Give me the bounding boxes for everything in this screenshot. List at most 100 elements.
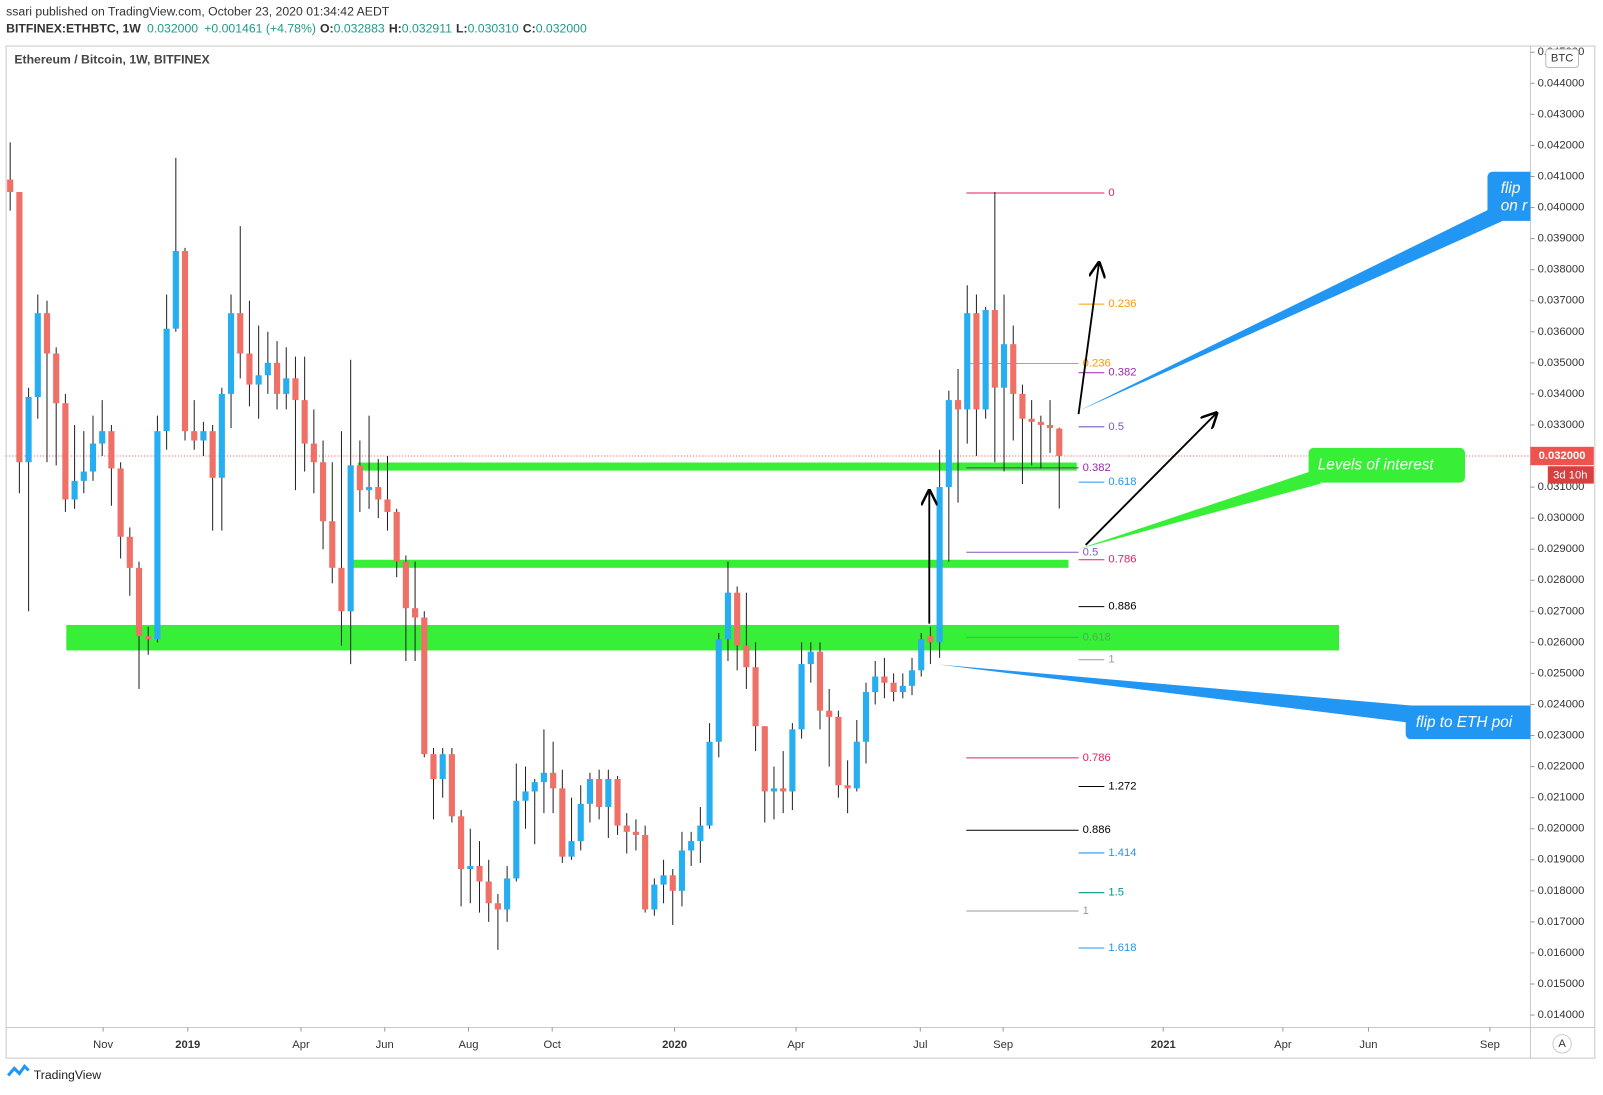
candle-body — [126, 536, 133, 568]
candle-body — [1037, 421, 1044, 425]
candle-body — [172, 251, 179, 329]
candle-body — [550, 772, 557, 789]
candle-body — [227, 313, 235, 394]
y-tick-label: 0.016000 — [1538, 947, 1585, 959]
candle-body — [918, 639, 925, 671]
candle-body — [430, 754, 437, 780]
y-tick-label: 0.038000 — [1538, 264, 1585, 276]
y-tick-label: 0.041000 — [1538, 170, 1585, 182]
y-tick-label: 0.027000 — [1538, 605, 1585, 617]
fib-label: 1 — [1108, 654, 1114, 666]
y-tick-label: 0.018000 — [1538, 885, 1585, 897]
y-tick-label: 0.017000 — [1538, 916, 1585, 928]
x-tick-label: Jul — [913, 1039, 927, 1051]
candle-body — [246, 353, 253, 385]
fib-label: 1.272 — [1108, 780, 1136, 792]
x-tick-label: Aug — [458, 1039, 478, 1051]
callout-text: flip — [1501, 180, 1521, 197]
candle-body — [485, 881, 492, 904]
candle-body — [43, 313, 51, 354]
candle-body — [816, 651, 824, 711]
candle-body — [264, 362, 271, 376]
candle-body — [991, 310, 998, 388]
candle-body — [568, 841, 575, 857]
candle-body — [1019, 393, 1026, 419]
fib-label: 0.236 — [1083, 357, 1111, 369]
symbol: BITFINEX:ETHBTC, 1W — [6, 22, 141, 36]
candle-body — [632, 831, 640, 835]
callout-box — [1308, 447, 1465, 483]
frame — [5, 45, 1596, 1059]
y-tick-label: 0.033000 — [1538, 419, 1585, 431]
candle-body — [798, 664, 805, 730]
candle-body — [310, 443, 317, 463]
ohlc-key: H: — [389, 22, 402, 36]
candle-body — [292, 378, 299, 401]
fib-label: 0.618 — [1083, 631, 1111, 643]
countdown-tag — [1547, 466, 1594, 484]
y-tick-label: 0.028000 — [1538, 574, 1585, 586]
candle-body — [982, 310, 989, 410]
candle-body — [964, 313, 971, 410]
candle-body — [844, 785, 851, 789]
candle-body — [697, 825, 704, 842]
candle-body — [7, 179, 14, 193]
candle-body — [1000, 344, 1008, 388]
candle-body — [356, 465, 363, 491]
candle-body — [540, 772, 547, 783]
candle-body — [752, 667, 759, 727]
candle-body — [936, 487, 943, 643]
candle-body — [62, 403, 69, 500]
x-tick-label: 2020 — [662, 1039, 687, 1051]
y-tick-label: 0.021000 — [1538, 792, 1585, 804]
y-tick-label: 0.037000 — [1538, 295, 1585, 307]
candle-body — [715, 639, 722, 742]
candle-body — [117, 468, 124, 537]
fib-label: 0.382 — [1108, 367, 1136, 379]
candle-body — [899, 685, 906, 693]
candle-body — [669, 875, 676, 891]
candle-body — [99, 431, 106, 444]
y-tick-label: 0.039000 — [1538, 233, 1585, 245]
candle-body — [872, 676, 879, 693]
candle-body — [439, 754, 446, 780]
candle-body — [458, 816, 465, 870]
fib-label: 0.5 — [1083, 546, 1099, 558]
candle-body — [780, 788, 787, 792]
x-tick-label: Apr — [292, 1039, 310, 1051]
auto-label[interactable]: A — [1558, 1038, 1566, 1050]
fib-label: 0.618 — [1108, 476, 1136, 488]
y-tick-label: 0.034000 — [1538, 388, 1585, 400]
candle-body — [393, 511, 400, 562]
brand-logo — [7, 1063, 30, 1077]
candle-body — [34, 313, 41, 398]
y-tick-label: 0.035000 — [1538, 357, 1585, 369]
published-line: ssari published on TradingView.com, Octo… — [6, 5, 390, 19]
fib-label: 0 — [1108, 187, 1114, 199]
countdown-text: 3d 10h — [1553, 469, 1587, 481]
candle-body — [513, 800, 520, 879]
y-tick-label: 0.024000 — [1538, 698, 1585, 710]
auto-button[interactable] — [1552, 1034, 1572, 1054]
y-tick-label: 0.031000 — [1538, 481, 1585, 493]
candle-body — [770, 788, 778, 792]
x-tick-label: Sep — [1480, 1039, 1500, 1051]
candle-body — [642, 834, 649, 910]
candle-body — [688, 841, 695, 851]
candle-body — [807, 651, 814, 665]
callout-text: on r — [1501, 198, 1528, 215]
candle-body — [605, 779, 612, 807]
candle-body — [678, 850, 686, 891]
symbol-line: BITFINEX:ETHBTC, 1W 0.032000 +0.001461 (+4… — [6, 22, 587, 36]
candle-body — [384, 499, 391, 512]
chart-title: Ethereum / Bitcoin, 1W, BITFINEX — [14, 53, 210, 67]
candle-body — [200, 431, 207, 441]
zone — [347, 559, 1069, 568]
zone — [66, 624, 1340, 651]
candle-body — [181, 251, 189, 432]
candle-body — [531, 782, 538, 792]
x-tick-label: Oct — [543, 1039, 561, 1051]
candle-body — [301, 400, 308, 444]
